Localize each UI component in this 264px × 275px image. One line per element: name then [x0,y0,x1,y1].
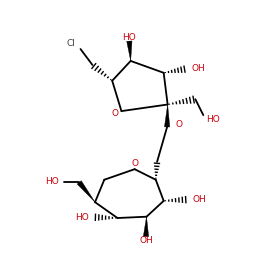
Text: Cl: Cl [67,39,76,48]
Text: O: O [176,120,183,129]
Text: O: O [111,109,118,118]
Text: HO: HO [206,115,220,124]
Text: OH: OH [192,195,206,204]
Polygon shape [164,104,170,127]
Polygon shape [77,181,95,202]
Text: OH: OH [139,236,153,246]
Text: O: O [131,159,138,168]
Text: OH: OH [191,64,205,73]
Text: HO: HO [45,177,59,186]
Polygon shape [127,41,132,61]
Text: HO: HO [75,213,89,222]
Polygon shape [143,217,149,236]
Text: HO: HO [122,33,136,42]
